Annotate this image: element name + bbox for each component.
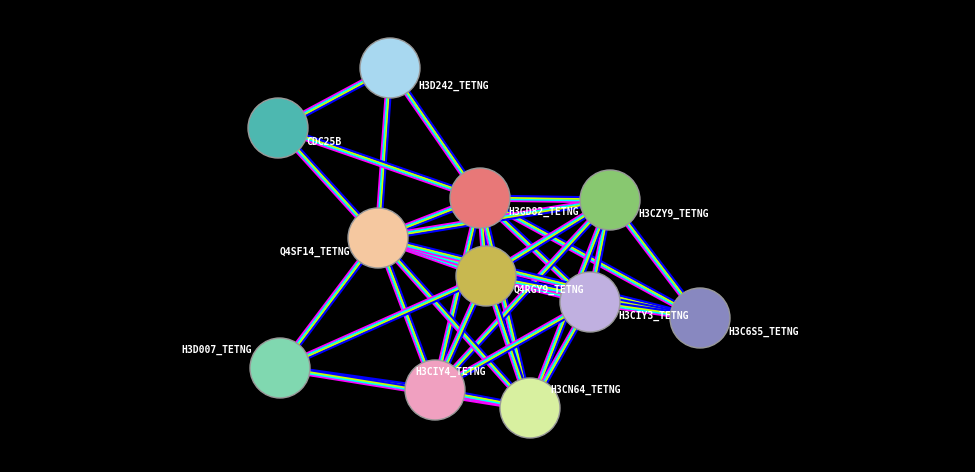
Circle shape [348,208,408,268]
Text: H3C6S5_TETNG: H3C6S5_TETNG [728,327,799,337]
Circle shape [248,98,308,158]
Circle shape [670,288,730,348]
Circle shape [560,272,620,332]
Text: H3GD82_TETNG: H3GD82_TETNG [508,207,578,217]
Circle shape [360,38,420,98]
Circle shape [405,360,465,420]
Circle shape [500,378,560,438]
Circle shape [580,170,640,230]
Circle shape [250,338,310,398]
Text: H3D007_TETNG: H3D007_TETNG [181,345,252,355]
Text: H3CN64_TETNG: H3CN64_TETNG [550,385,620,395]
Text: H3D242_TETNG: H3D242_TETNG [418,81,488,91]
Text: CDC25B: CDC25B [306,137,341,147]
Text: Q4RGY9_TETNG: Q4RGY9_TETNG [514,285,584,295]
Circle shape [450,168,510,228]
Text: H3CIY4_TETNG: H3CIY4_TETNG [415,367,486,377]
Circle shape [456,246,516,306]
Text: Q4SF14_TETNG: Q4SF14_TETNG [280,247,350,257]
Text: H3CIY3_TETNG: H3CIY3_TETNG [618,311,688,321]
Text: H3CZY9_TETNG: H3CZY9_TETNG [638,209,709,219]
